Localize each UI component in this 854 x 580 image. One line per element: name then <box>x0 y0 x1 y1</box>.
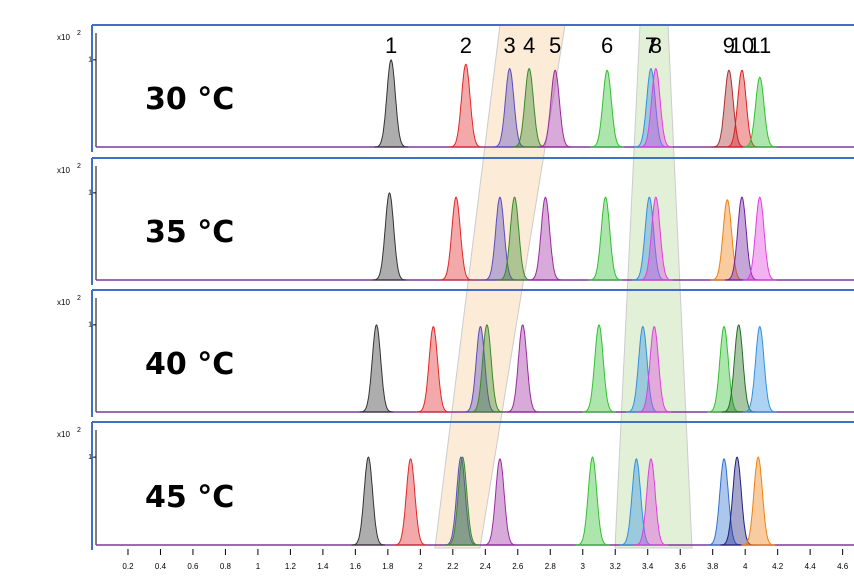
x-tick-label: 3.4 <box>642 562 654 571</box>
peak <box>351 456 386 546</box>
peak <box>416 325 451 413</box>
y-tick-label: 1 <box>88 454 92 461</box>
y-tick-label: 1 <box>88 57 92 64</box>
peak <box>445 456 480 546</box>
x-tick-label: 2.2 <box>447 562 459 571</box>
x-tick-label: 3.2 <box>610 562 622 571</box>
x-tick-label: 0.2 <box>122 562 134 571</box>
peak <box>463 325 498 413</box>
y-scale-label: x10 <box>57 298 70 307</box>
peak <box>575 456 610 546</box>
y-scale-exponent: 2 <box>77 427 81 434</box>
peak-label: 7 <box>645 33 657 58</box>
peak-label: 2 <box>460 33 472 58</box>
y-scale-exponent: 2 <box>77 30 81 37</box>
peak <box>444 456 478 546</box>
peak <box>741 456 776 546</box>
x-tick-label: 4.6 <box>837 562 849 571</box>
peak-label: 10 <box>730 33 754 58</box>
peak <box>492 67 527 148</box>
x-tick-label: 0.8 <box>220 562 232 571</box>
peak <box>470 324 504 413</box>
panel-title: 30 °C <box>145 82 234 117</box>
y-scale-label: x10 <box>57 166 70 175</box>
peak <box>639 196 673 281</box>
x-tick-label: 4.2 <box>772 562 784 571</box>
peak <box>512 67 547 148</box>
peak <box>707 325 741 413</box>
peak <box>588 196 623 281</box>
y-scale-label: x10 <box>57 33 70 42</box>
x-tick-label: 0.4 <box>155 562 167 571</box>
peak <box>619 458 654 546</box>
panel-title: 35 °C <box>145 215 234 250</box>
peak <box>721 324 756 413</box>
x-tick-label: 2 <box>418 562 423 571</box>
panel-title: 40 °C <box>145 347 234 382</box>
peak <box>393 458 428 546</box>
peak <box>712 69 746 148</box>
x-tick-label: 3.6 <box>675 562 687 571</box>
peak <box>448 63 483 148</box>
x-tick-label: 1.4 <box>317 562 329 571</box>
peak <box>590 69 624 148</box>
peak <box>710 199 745 281</box>
y-tick-label: 1 <box>88 190 92 197</box>
peak <box>374 59 408 148</box>
panel-title: 45 °C <box>145 480 234 515</box>
x-tick-label: 3.8 <box>707 562 719 571</box>
peak <box>359 324 394 413</box>
peak <box>634 458 668 546</box>
peak-label: 3 <box>504 33 516 58</box>
peak-label: 5 <box>549 33 561 58</box>
x-tick-label: 3 <box>581 562 586 571</box>
peak <box>742 325 777 413</box>
peak <box>637 325 672 413</box>
peak <box>538 69 572 148</box>
peak <box>626 325 660 413</box>
x-tick-label: 2.8 <box>545 562 557 571</box>
x-tick-label: 0.6 <box>187 562 199 571</box>
peak <box>497 196 532 281</box>
x-tick-label: 1.8 <box>382 562 394 571</box>
peak <box>742 196 777 281</box>
peak-label: 9 <box>723 33 735 58</box>
peak <box>372 192 407 281</box>
peak <box>742 76 777 148</box>
x-tick-label: 1.6 <box>350 562 362 571</box>
x-tick-label: 1 <box>256 562 261 571</box>
x-tick-label: 4 <box>743 562 748 571</box>
peak <box>483 458 517 546</box>
peak <box>528 196 563 281</box>
peak <box>725 196 759 281</box>
y-scale-exponent: 2 <box>77 295 81 302</box>
peak <box>582 324 616 413</box>
x-tick-label: 1.2 <box>285 562 297 571</box>
y-tick-label: 1 <box>88 322 92 329</box>
peak-label: 6 <box>601 33 613 58</box>
peak <box>439 196 473 281</box>
peak <box>639 67 673 148</box>
y-scale-label: x10 <box>57 430 70 439</box>
x-tick-label: 4.4 <box>805 562 817 571</box>
y-scale-exponent: 2 <box>77 163 81 170</box>
peak <box>632 196 667 281</box>
peak-label: 4 <box>523 33 535 58</box>
peak <box>720 456 754 546</box>
peak-label: 11 <box>748 33 771 58</box>
peak <box>725 69 759 148</box>
peak-label: 1 <box>385 33 397 58</box>
peak <box>483 196 517 281</box>
x-tick-label: 2.6 <box>512 562 524 571</box>
peak <box>707 458 741 546</box>
peak <box>505 324 540 413</box>
peak-label: 8 <box>650 33 662 58</box>
x-tick-label: 2.4 <box>480 562 492 571</box>
